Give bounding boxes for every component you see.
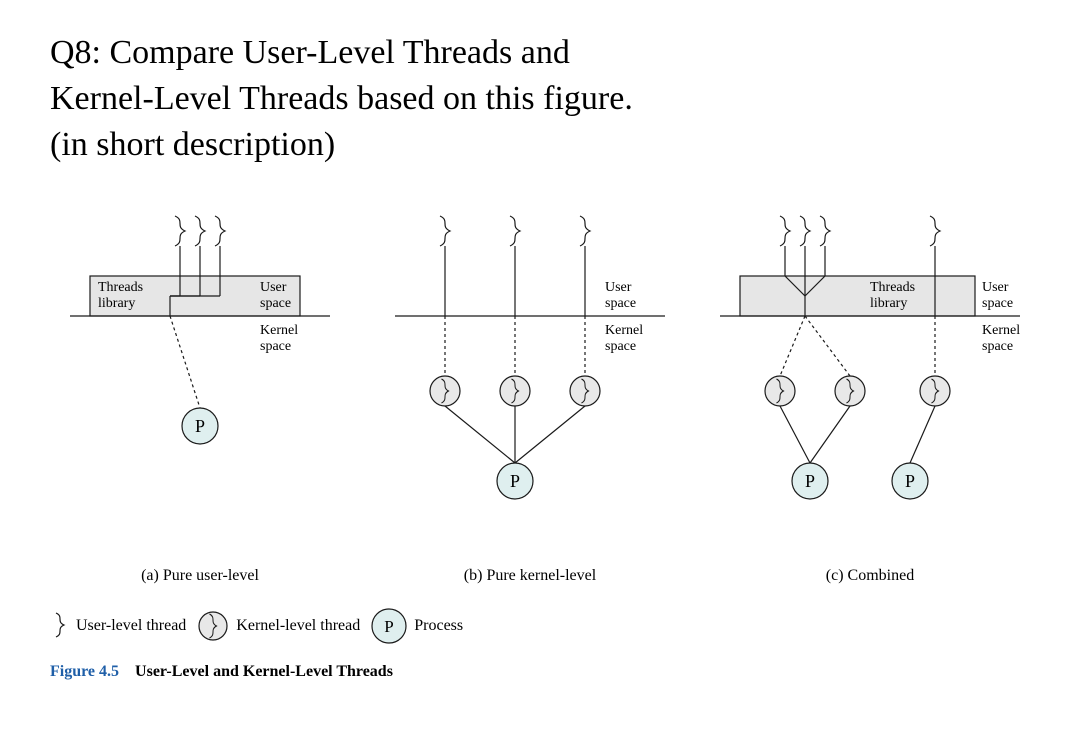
svg-text:P: P — [195, 416, 205, 436]
klt-icon — [196, 609, 230, 643]
caption-b: (b) Pure kernel-level — [385, 567, 675, 585]
svg-text:User: User — [260, 280, 287, 295]
svg-text:Kernel: Kernel — [605, 323, 643, 338]
svg-text:space: space — [605, 339, 636, 354]
process-icon: P — [370, 607, 408, 645]
svg-text:space: space — [260, 296, 291, 311]
legend-klt: Kernel-level thread — [196, 609, 360, 643]
caption-a: (a) Pure user-level — [50, 567, 350, 585]
svg-text:Kernel: Kernel — [982, 323, 1020, 338]
question-line2: Kernel-Level Threads based on this figur… — [50, 76, 1030, 122]
svg-text:P: P — [805, 471, 815, 491]
ult-icon — [50, 611, 70, 641]
svg-text:P: P — [905, 471, 915, 491]
svg-text:library: library — [870, 296, 907, 311]
legend-klt-label: Kernel-level thread — [236, 617, 360, 635]
svg-text:P: P — [510, 471, 520, 491]
svg-text:space: space — [982, 296, 1013, 311]
legend-ult: User-level thread — [50, 611, 186, 641]
svg-text:User: User — [982, 280, 1009, 295]
subfig-c: ThreadslibraryUserspaceKernelspacePP (c)… — [710, 196, 1030, 585]
svg-b: UserspaceKernelspaceP — [385, 196, 675, 556]
question-line1: Q8: Compare User-Level Threads and — [50, 30, 1030, 76]
subfig-b: UserspaceKernelspaceP (b) Pure kernel-le… — [385, 196, 675, 585]
figure-title: Figure 4.5 User-Level and Kernel-Level T… — [50, 663, 1030, 681]
svg-text:space: space — [605, 296, 636, 311]
question-text: Q8: Compare User-Level Threads and Kerne… — [50, 30, 1030, 168]
figure-title-text: User-Level and Kernel-Level Threads — [135, 663, 393, 680]
svg-text:library: library — [98, 296, 135, 311]
subfig-a: ThreadslibraryUserspaceKernelspaceP (a) … — [50, 196, 350, 585]
svg-c: ThreadslibraryUserspaceKernelspacePP — [710, 196, 1030, 556]
figure-row: ThreadslibraryUserspaceKernelspaceP (a) … — [50, 196, 1030, 585]
svg-text:Kernel: Kernel — [260, 323, 298, 338]
svg-text:Threads: Threads — [870, 280, 915, 295]
figure-number: Figure 4.5 — [50, 663, 119, 680]
svg-text:space: space — [260, 339, 291, 354]
svg-text:space: space — [982, 339, 1013, 354]
svg-text:User: User — [605, 280, 632, 295]
svg-a: ThreadslibraryUserspaceKernelspaceP — [50, 196, 350, 556]
legend-ult-label: User-level thread — [76, 617, 186, 635]
svg-text:Threads: Threads — [98, 280, 143, 295]
caption-c: (c) Combined — [710, 567, 1030, 585]
svg-text:P: P — [385, 617, 394, 636]
legend-process: P Process — [370, 607, 463, 645]
legend-process-label: Process — [414, 617, 463, 635]
legend: User-level thread Kernel-level thread P … — [50, 607, 1030, 645]
question-line3: (in short description) — [50, 122, 1030, 168]
